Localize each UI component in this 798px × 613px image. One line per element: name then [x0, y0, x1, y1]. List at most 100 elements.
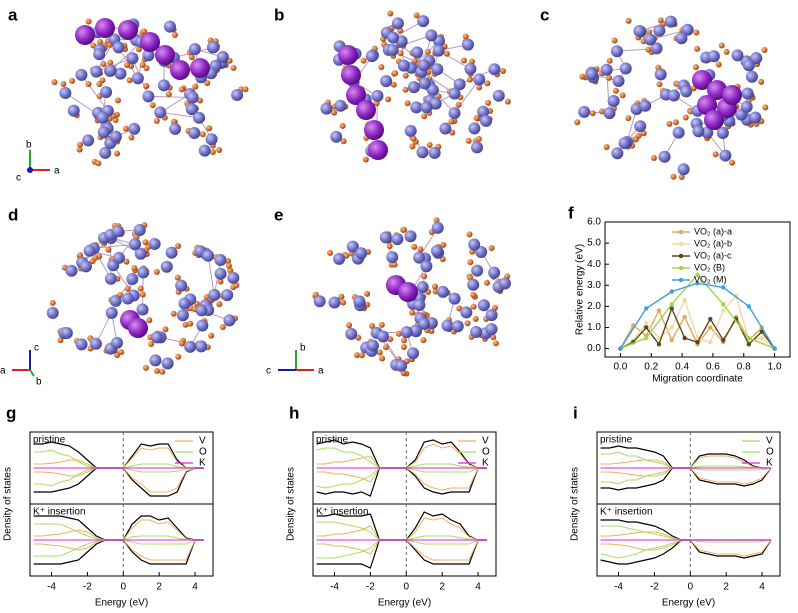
- oxygen-atom: [114, 150, 121, 157]
- oxygen-atom: [650, 155, 657, 162]
- vanadium-atom: [380, 75, 393, 88]
- oxygen-atom: [339, 122, 346, 129]
- vanadium-atom: [740, 100, 753, 113]
- vanadium-atom: [157, 79, 170, 92]
- vanadium-atom: [675, 32, 688, 45]
- vanadium-atom: [395, 359, 408, 372]
- legend-label: VO₂ (B): [694, 262, 725, 272]
- y-tick-label: 0.0: [587, 343, 601, 354]
- vanadium-atom: [208, 289, 221, 302]
- vanadium-atom: [90, 65, 103, 78]
- vanadium-atom: [148, 237, 161, 250]
- oxygen-atom: [92, 254, 99, 261]
- vanadium-atom: [221, 289, 234, 302]
- vanadium-atom: [453, 78, 466, 91]
- oxygen-atom: [225, 258, 232, 265]
- oxygen-atom: [149, 102, 156, 109]
- oxygen-atom: [141, 28, 148, 35]
- potassium-atom: [170, 60, 190, 80]
- x-tick-label: 4: [192, 582, 198, 593]
- plot-frame: [604, 221, 791, 358]
- panel-label: b: [274, 5, 284, 24]
- vanadium-atom: [175, 279, 188, 292]
- oxygen-atom: [409, 309, 416, 316]
- point: [656, 308, 662, 313]
- oxygen-atom: [95, 160, 102, 167]
- vanadium-atom: [664, 15, 677, 28]
- vanadium-atom: [639, 99, 652, 112]
- vanadium-atom: [104, 272, 117, 285]
- vanadium-atom: [371, 89, 384, 102]
- point: [682, 297, 687, 303]
- vanadium-atom: [716, 127, 729, 140]
- potassium-atom: [356, 100, 376, 120]
- oxygen-atom: [619, 92, 626, 99]
- oxygen-atom: [404, 100, 411, 107]
- dos-line: [316, 539, 488, 559]
- vanadium-atom: [114, 67, 127, 80]
- x-tick-label: 2: [156, 582, 162, 593]
- vanadium-atom: [59, 87, 72, 100]
- vanadium-atom: [128, 122, 141, 135]
- x-tick-label: 0.2: [644, 362, 658, 373]
- oxygen-atom: [159, 368, 166, 375]
- vanadium-atom: [467, 278, 480, 291]
- oxygen-atom: [107, 59, 114, 66]
- vanadium-atom: [634, 120, 647, 133]
- x-tick-label: -4: [614, 582, 623, 593]
- oxygen-atom: [670, 173, 677, 180]
- vanadium-atom: [418, 77, 431, 90]
- vanadium-atom: [578, 105, 591, 118]
- vanadium-atom: [136, 303, 149, 316]
- vanadium-atom: [680, 85, 693, 98]
- oxygen-atom: [353, 352, 360, 359]
- vanadium-atom: [468, 238, 481, 251]
- oxygen-atom: [467, 259, 474, 266]
- vanadium-atom: [429, 97, 442, 110]
- bond: [160, 111, 200, 119]
- y-tick-label: 3.0: [587, 280, 601, 291]
- oxygen-atom: [51, 79, 58, 86]
- vanadium-atom: [205, 133, 218, 146]
- dos-line: [316, 467, 488, 489]
- dos-line: [600, 539, 772, 565]
- x-tick-label: 0: [404, 582, 410, 593]
- oxygen-atom: [142, 364, 149, 371]
- vanadium-atom: [701, 126, 714, 139]
- axis-label: a: [54, 166, 60, 177]
- oxygen-atom: [178, 86, 185, 93]
- vanadium-atom: [742, 59, 755, 72]
- vanadium-atom: [667, 89, 680, 102]
- x-axis-label: Energy (eV): [95, 598, 148, 609]
- vanadium-atom: [83, 244, 96, 257]
- vanadium-atom: [345, 327, 358, 340]
- dos-line: [600, 451, 772, 469]
- axis-label: c: [266, 366, 271, 377]
- vanadium-atom: [409, 324, 422, 337]
- vanadium-atom: [431, 63, 444, 76]
- vanadium-atom: [741, 87, 754, 100]
- oxygen-atom: [137, 285, 144, 292]
- oxygen-atom: [420, 337, 427, 344]
- potassium-atom: [346, 85, 366, 105]
- vanadium-atom: [111, 225, 124, 238]
- potassium-atom: [75, 25, 95, 45]
- oxygen-atom: [331, 109, 338, 116]
- vanadium-atom: [448, 87, 461, 100]
- oxygen-atom: [227, 267, 234, 274]
- vanadium-atom: [100, 86, 113, 99]
- vanadium-atom: [404, 124, 417, 137]
- vanadium-atom: [75, 338, 88, 351]
- legend-label: V: [766, 436, 773, 447]
- dos-line: [600, 467, 772, 491]
- legend-label: VO₂ (a)-c: [694, 250, 732, 260]
- x-tick-label: 0.8: [737, 362, 751, 373]
- vanadium-atom: [112, 41, 125, 54]
- potassium-atom: [338, 45, 358, 65]
- vanadium-atom: [610, 45, 623, 58]
- oxygen-atom: [470, 303, 477, 310]
- vanadium-atom: [104, 64, 117, 77]
- oxygen-atom: [645, 46, 652, 53]
- vanadium-atom: [692, 125, 705, 138]
- oxygen-atom: [146, 317, 153, 324]
